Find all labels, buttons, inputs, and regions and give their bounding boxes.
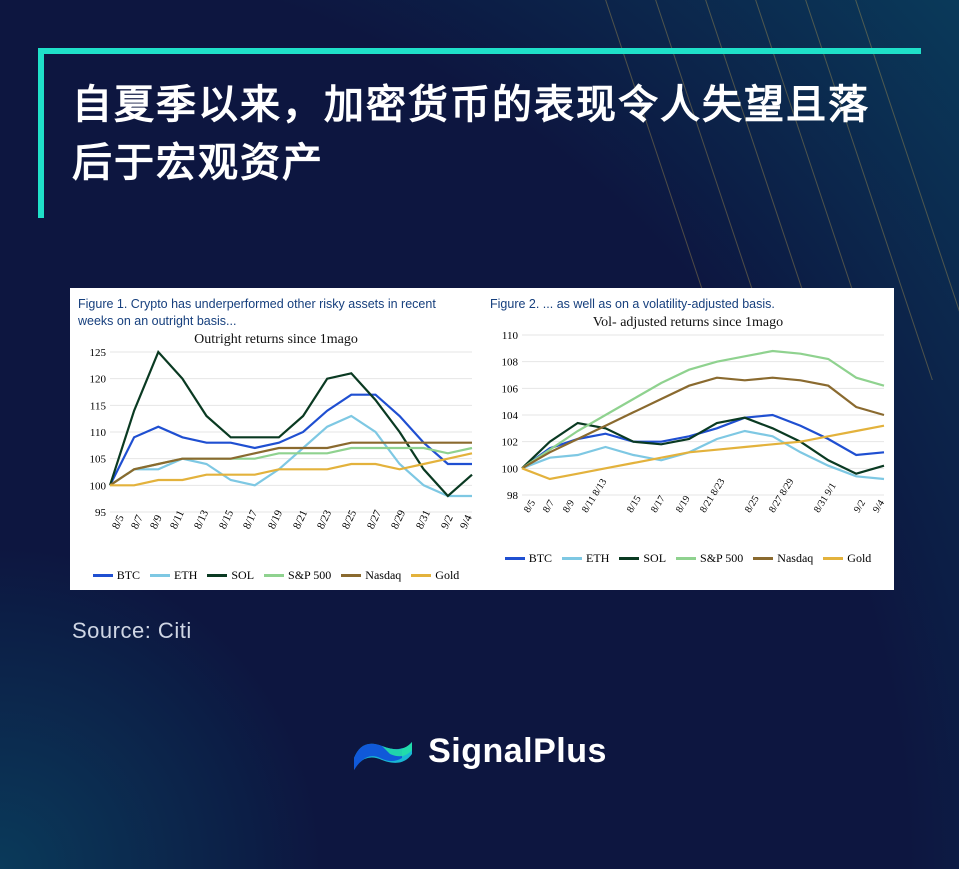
legend-label: S&P 500	[700, 551, 743, 566]
legend-item: S&P 500	[676, 551, 743, 566]
signalplus-logo-icon	[352, 728, 414, 774]
legend-item: SOL	[207, 568, 254, 583]
svg-text:98: 98	[507, 490, 519, 502]
legend-item: Nasdaq	[341, 568, 401, 583]
legend-item: Gold	[823, 551, 871, 566]
svg-text:100: 100	[502, 463, 519, 475]
svg-text:125: 125	[90, 348, 107, 359]
legend-item: Gold	[411, 568, 459, 583]
svg-text:95: 95	[95, 507, 107, 519]
figure-2-legend: BTC ETH SOL S&P 500 Nasdaq Gold	[488, 551, 888, 566]
svg-text:100: 100	[90, 480, 107, 492]
title-block: 自夏季以来，加密货币的表现令人失望且落后于宏观资产	[38, 48, 921, 218]
svg-text:108: 108	[502, 357, 519, 369]
legend-item: SOL	[619, 551, 666, 566]
figure-2-subtitle: Vol- adjusted returns since 1mago	[488, 315, 888, 331]
legend-label: ETH	[586, 551, 609, 566]
figure-1: Figure 1. Crypto has underperformed othe…	[70, 288, 482, 590]
figure-1-subtitle: Outright returns since 1mago	[76, 332, 476, 348]
legend-label: ETH	[174, 568, 197, 583]
legend-label: BTC	[117, 568, 140, 583]
legend-swatch	[264, 574, 284, 577]
svg-text:104: 104	[502, 410, 519, 422]
legend-swatch	[207, 574, 227, 577]
legend-label: S&P 500	[288, 568, 331, 583]
svg-text:110: 110	[502, 331, 519, 342]
legend-label: Gold	[847, 551, 871, 566]
legend-swatch	[505, 557, 525, 560]
svg-text:106: 106	[502, 383, 519, 395]
figure-2-plot: 98 100 102 104 106 108 110 8/58/78/98/11 8/138…	[488, 331, 888, 521]
brand-name: SignalPlus	[428, 732, 607, 771]
legend-label: SOL	[231, 568, 254, 583]
legend-label: Nasdaq	[365, 568, 401, 583]
legend-item: Nasdaq	[753, 551, 813, 566]
legend-swatch	[341, 574, 361, 577]
legend-label: Nasdaq	[777, 551, 813, 566]
legend-swatch	[150, 574, 170, 577]
legend-swatch	[93, 574, 113, 577]
legend-item: ETH	[150, 568, 197, 583]
figure-1-plot: 95 100 105 110 115 120 125 8/58/78/98/118/138/…	[76, 348, 476, 538]
figure-2-xaxis: 8/58/78/98/11 8/138/158/178/198/21 8/238…	[522, 495, 884, 521]
legend-item: BTC	[505, 551, 552, 566]
figure-1-caption: Figure 1. Crypto has underperformed othe…	[78, 296, 474, 330]
brand-footer: SignalPlus	[0, 728, 959, 779]
legend-label: Gold	[435, 568, 459, 583]
svg-text:110: 110	[90, 427, 107, 439]
legend-swatch	[562, 557, 582, 560]
figure-2: Figure 2. ... as well as on a volatility…	[482, 288, 894, 590]
legend-label: BTC	[529, 551, 552, 566]
legend-item: ETH	[562, 551, 609, 566]
svg-text:105: 105	[90, 453, 107, 465]
source-label: Source: Citi	[72, 618, 192, 644]
figure-1-xaxis: 8/58/78/98/118/138/158/178/198/218/238/2…	[110, 512, 472, 538]
charts-panel: Figure 1. Crypto has underperformed othe…	[70, 288, 894, 590]
legend-swatch	[411, 574, 431, 577]
svg-text:115: 115	[90, 400, 107, 412]
figure-2-caption: Figure 2. ... as well as on a volatility…	[490, 296, 886, 313]
legend-item: S&P 500	[264, 568, 331, 583]
figure-1-legend: BTC ETH SOL S&P 500 Nasdaq Gold	[76, 568, 476, 583]
svg-text:120: 120	[90, 373, 107, 385]
legend-swatch	[619, 557, 639, 560]
legend-swatch	[823, 557, 843, 560]
legend-swatch	[676, 557, 696, 560]
svg-text:102: 102	[502, 437, 519, 449]
legend-swatch	[753, 557, 773, 560]
legend-label: SOL	[643, 551, 666, 566]
legend-item: BTC	[93, 568, 140, 583]
page-title: 自夏季以来，加密货币的表现令人失望且落后于宏观资产	[72, 76, 893, 192]
